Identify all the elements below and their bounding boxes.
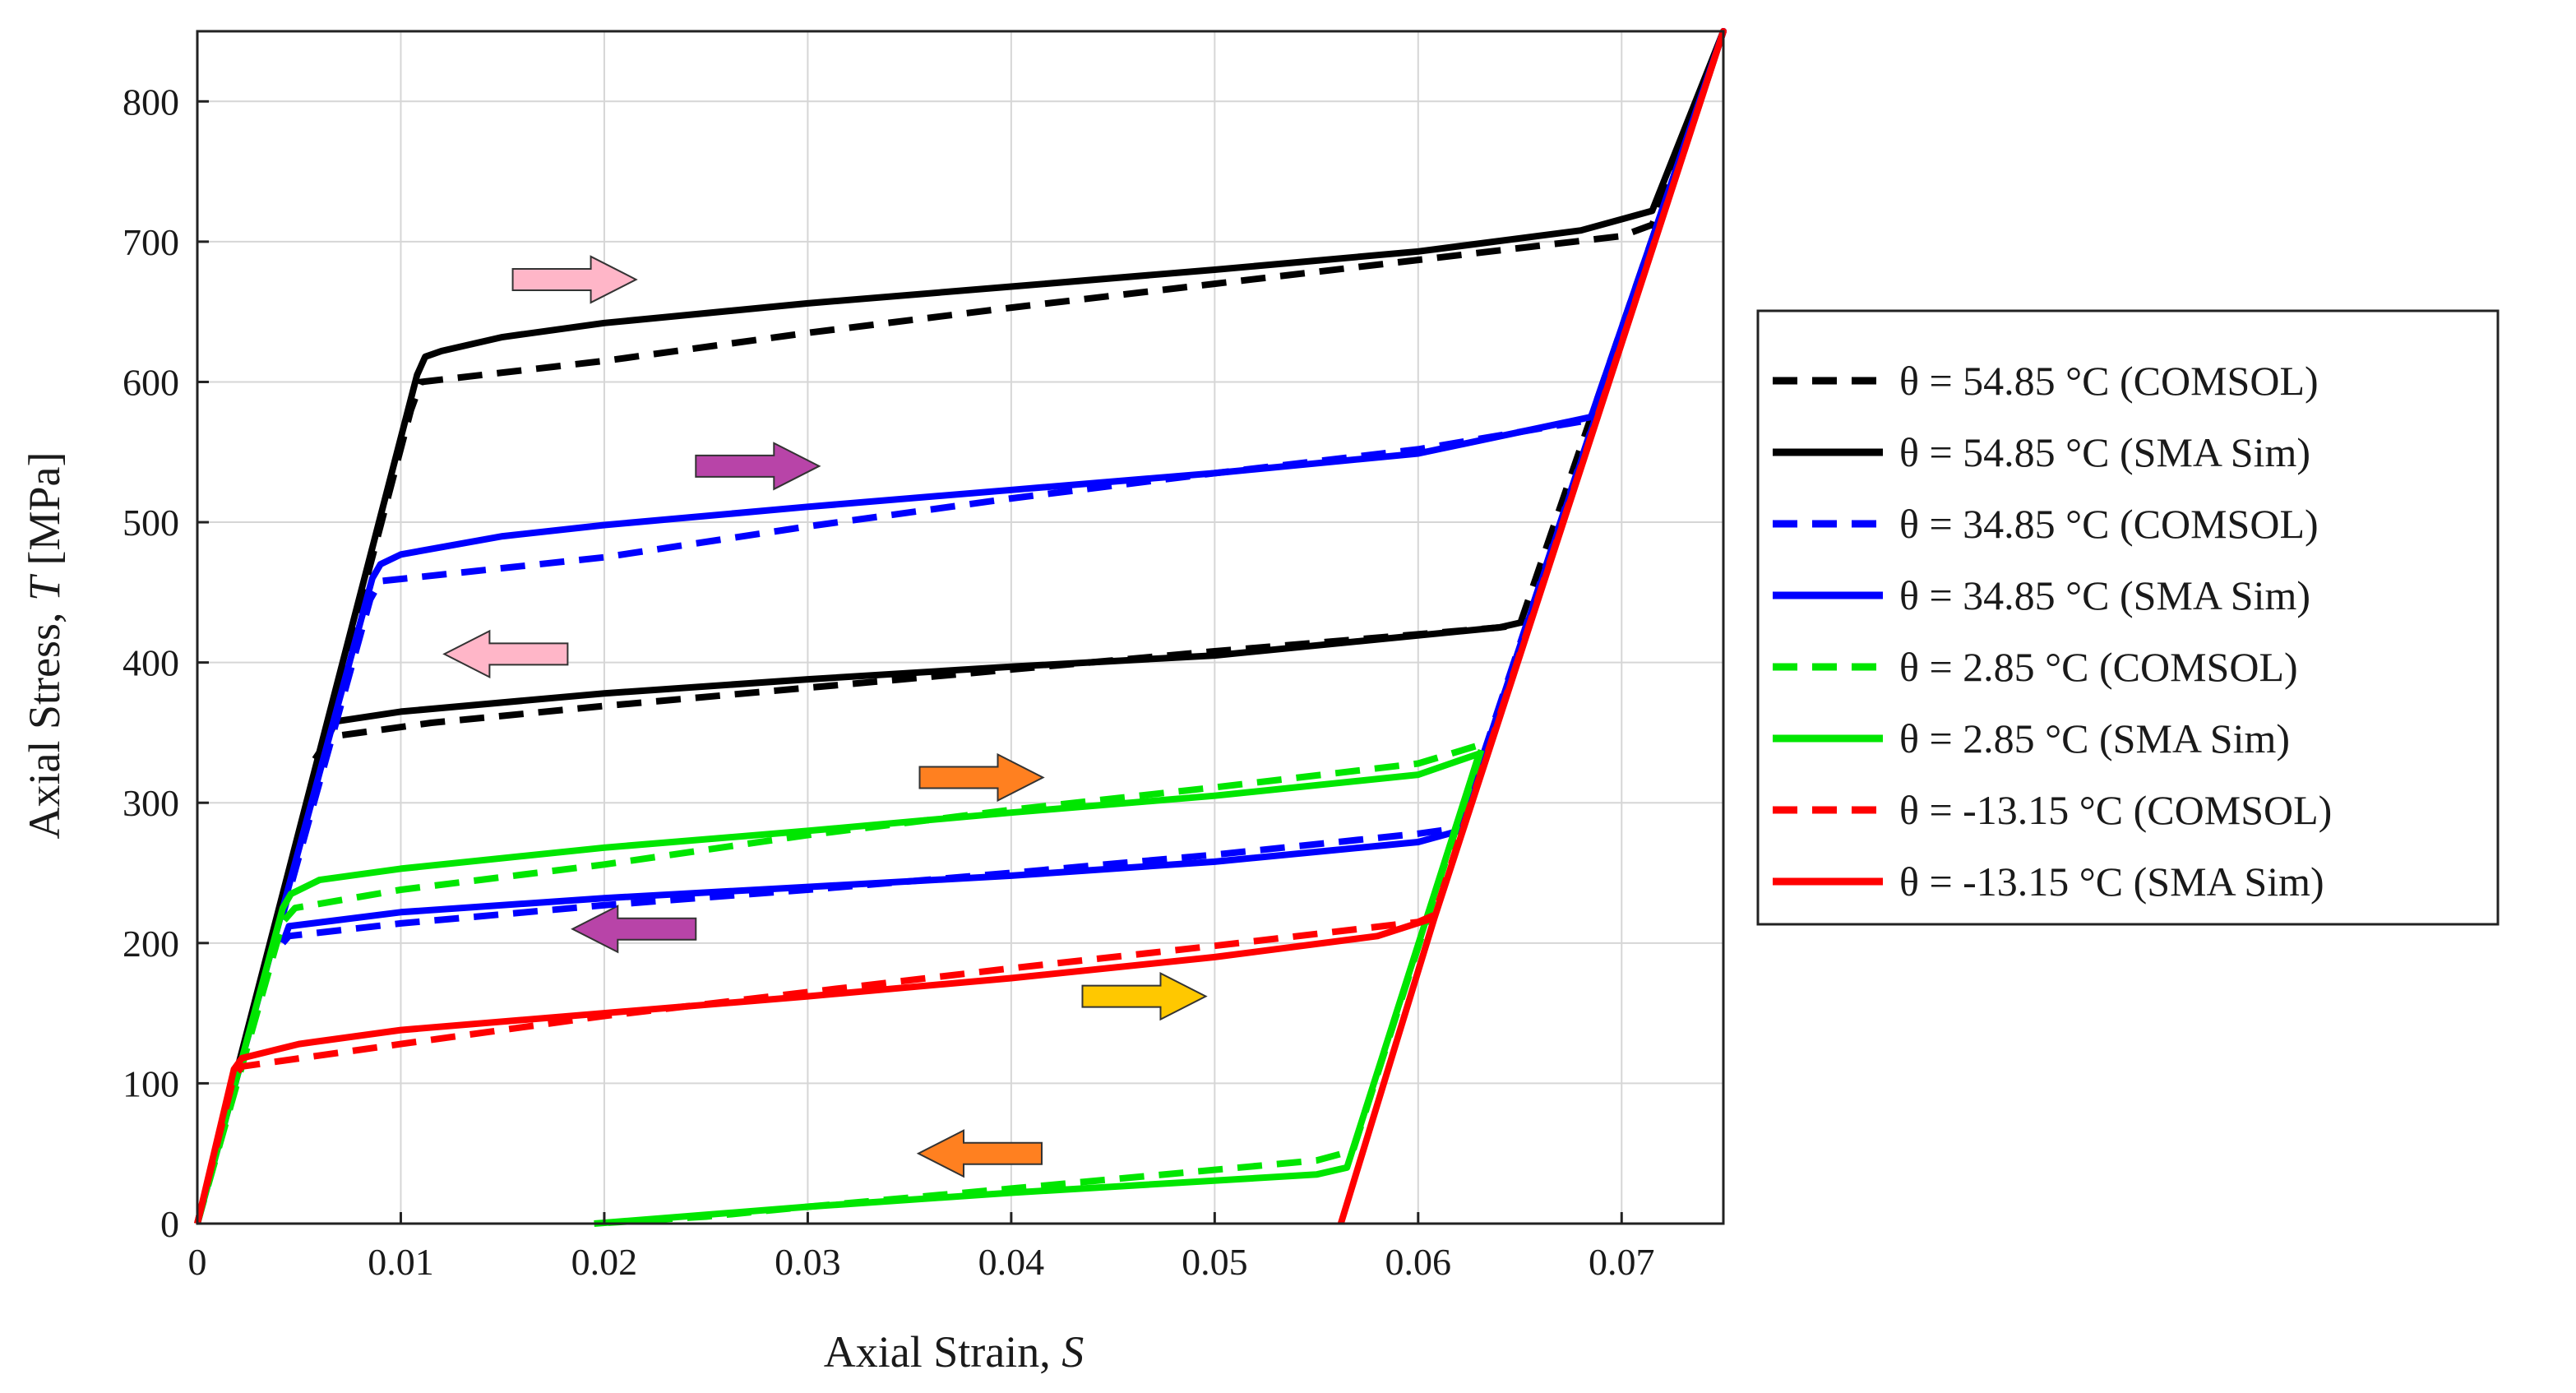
x-tick-label: 0.04 [978, 1241, 1045, 1283]
direction-arrow [442, 629, 569, 679]
series-line [194, 750, 1482, 1227]
x-tick-label: 0.05 [1182, 1241, 1248, 1283]
y-tick-label: 400 [123, 642, 179, 684]
x-tick-label: 0.01 [368, 1241, 434, 1283]
y-tick-label: 0 [160, 1203, 179, 1245]
legend-box [1756, 309, 2500, 926]
direction-arrow [511, 255, 638, 304]
series-line [194, 28, 1727, 1225]
y-tick-label: 600 [123, 361, 179, 403]
x-tick-label: 0.02 [571, 1241, 638, 1283]
x-tick-label: 0.07 [1589, 1241, 1655, 1283]
y-tick-label: 800 [123, 81, 179, 123]
legend-label: θ = 34.85 °C (SMA Sim) [1899, 572, 2310, 618]
series-lines [194, 28, 1727, 1227]
x-tick-label: 0.03 [775, 1241, 841, 1283]
direction-arrow [1081, 972, 1208, 1021]
legend-label: θ = 54.85 °C (SMA Sim) [1899, 429, 2310, 475]
direction-arrow [918, 752, 1045, 803]
series-line [194, 28, 1727, 1225]
legend-label: θ = -13.15 °C (COMSOL) [1899, 787, 2332, 833]
y-axis-label: Axial Stress, T [MPa] [20, 451, 69, 839]
direction-arrow [571, 905, 697, 954]
plot-frame [196, 30, 1725, 1225]
y-axis-ticks: 0 100 200 300 400 500 600 700 800 [123, 81, 209, 1245]
x-axis-ticks: 0 0.01 0.02 0.03 0.04 0.05 0.06 0.07 [188, 1212, 1655, 1283]
legend-label: θ = -13.15 °C (SMA Sim) [1899, 858, 2324, 905]
direction-arrows [442, 255, 1208, 1178]
y-tick-label: 300 [123, 782, 179, 824]
y-tick-label: 200 [123, 923, 179, 965]
direction-arrow [916, 1129, 1043, 1178]
legend-label: θ = 2.85 °C (SMA Sim) [1899, 715, 2290, 761]
y-tick-label: 700 [123, 221, 179, 263]
legend-label: θ = 54.85 °C (COMSOL) [1899, 358, 2319, 404]
series-line [194, 740, 1487, 1227]
legend: θ = 54.85 °C (COMSOL) θ = 54.85 °C (SMA S… [1756, 309, 2500, 926]
x-tick-label: 0 [188, 1241, 207, 1283]
series-line [194, 28, 1727, 1225]
legend-label: θ = 2.85 °C (COMSOL) [1899, 644, 2298, 690]
x-tick-label: 0.06 [1385, 1241, 1452, 1283]
y-tick-label: 500 [123, 502, 179, 544]
y-tick-label: 100 [123, 1062, 179, 1104]
x-axis-label: Axial Strain, S [824, 1327, 1084, 1377]
direction-arrow [695, 442, 821, 491]
legend-label: θ = 34.85 °C (COMSOL) [1899, 501, 2319, 547]
